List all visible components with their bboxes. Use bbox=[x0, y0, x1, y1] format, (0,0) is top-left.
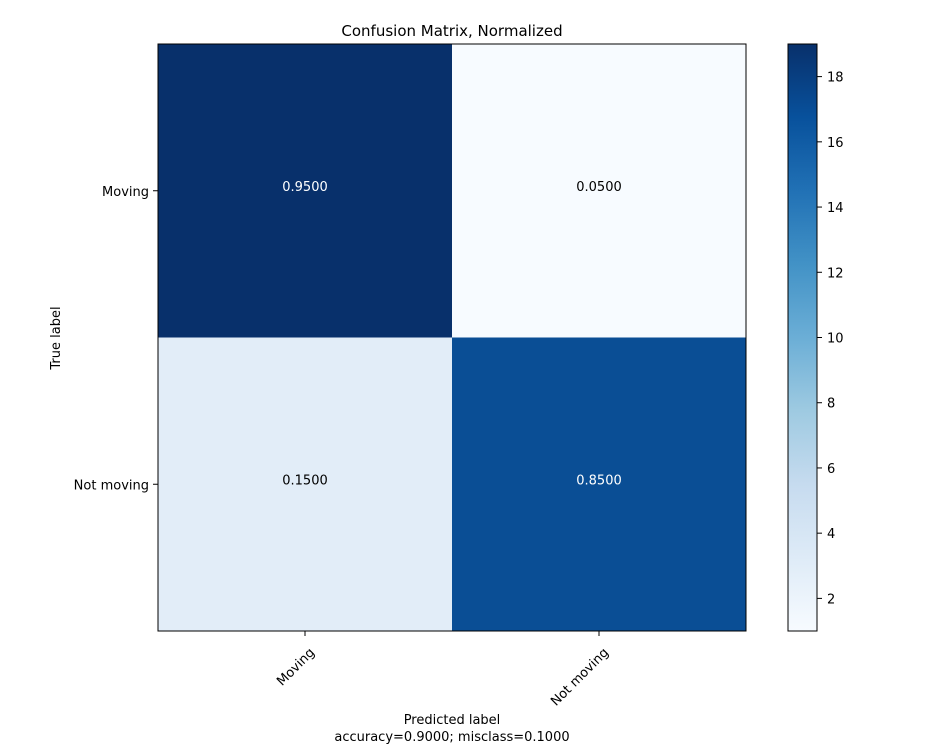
heatmap-cell-labels: 0.9500 0.0500 0.1500 0.8500 bbox=[282, 180, 622, 489]
colorbar-tick-label: 8 bbox=[827, 397, 835, 412]
colorbar-tick-label: 6 bbox=[827, 462, 835, 477]
colorbar-gradient bbox=[788, 44, 817, 631]
y-tick-label: Not moving bbox=[74, 478, 149, 493]
colorbar-tick-label: 14 bbox=[827, 201, 844, 216]
y-axis-ticks: Moving Not moving bbox=[74, 185, 158, 493]
colorbar-ticks: 2 4 6 8 10 12 14 16 18 bbox=[817, 71, 844, 607]
colorbar: 2 4 6 8 10 12 14 16 18 bbox=[787, 43, 844, 632]
cell-value-label: 0.0500 bbox=[576, 180, 622, 195]
colorbar-tick-label: 12 bbox=[827, 266, 844, 281]
x-tick-label: Not moving bbox=[548, 645, 612, 709]
cell-value-label: 0.8500 bbox=[576, 474, 622, 489]
chart-title: Confusion Matrix, Normalized bbox=[341, 22, 562, 40]
x-axis-sublabel-accuracy: accuracy=0.9000; misclass=0.1000 bbox=[334, 730, 569, 745]
cell-not-moving-vs-moving bbox=[158, 337, 452, 631]
cell-value-label: 0.9500 bbox=[282, 180, 328, 195]
colorbar-tick-label: 18 bbox=[827, 71, 844, 86]
cell-moving-vs-moving bbox=[158, 44, 452, 338]
colorbar-tick-label: 2 bbox=[827, 592, 835, 607]
x-tick-label: Moving bbox=[274, 645, 318, 689]
y-axis-label: True label bbox=[49, 306, 64, 370]
plot-frame bbox=[157, 43, 747, 632]
cell-moving-vs-not-moving bbox=[452, 44, 746, 338]
x-axis-label: Predicted label bbox=[404, 713, 501, 728]
y-tick-label: Moving bbox=[102, 185, 149, 200]
cell-not-moving-vs-not-moving bbox=[452, 337, 746, 631]
colorbar-tick-label: 10 bbox=[827, 332, 844, 347]
cell-value-label: 0.1500 bbox=[282, 474, 328, 489]
colorbar-tick-label: 4 bbox=[827, 527, 835, 542]
heatmap-cells bbox=[158, 44, 746, 631]
x-axis-ticks: Moving Not moving bbox=[274, 631, 612, 709]
colorbar-tick-label: 16 bbox=[827, 136, 844, 151]
